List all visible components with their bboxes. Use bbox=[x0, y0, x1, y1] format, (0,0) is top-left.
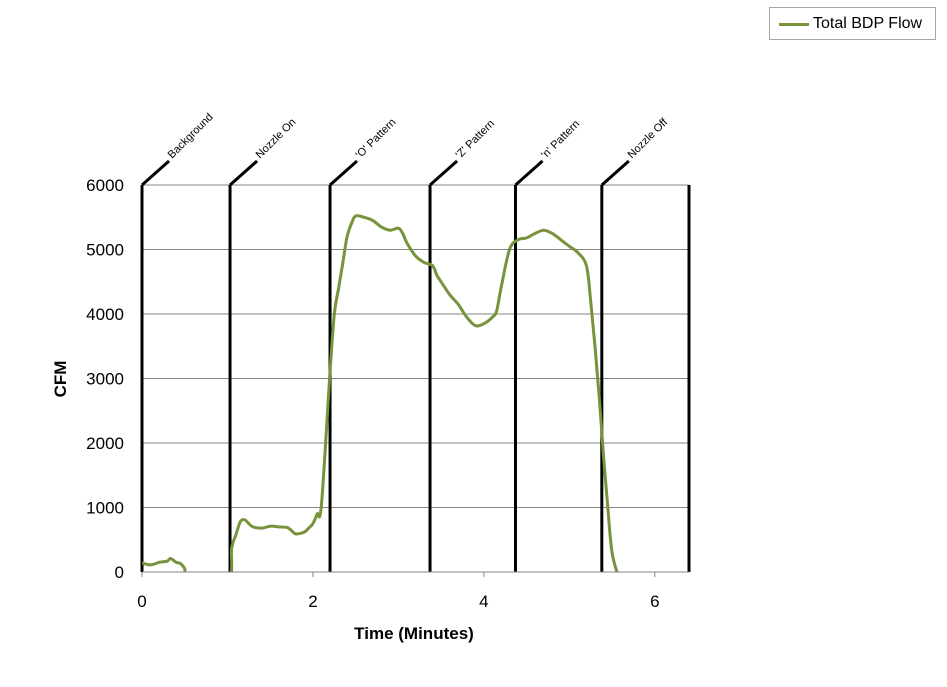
event-marker-leader-2 bbox=[329, 159, 359, 187]
y-tick-label-6000: 6000 bbox=[86, 176, 124, 195]
x-tick-label-4: 4 bbox=[479, 592, 488, 611]
event-marker-label-4: 'n' Pattern bbox=[539, 118, 582, 161]
axes bbox=[141, 571, 689, 577]
x-axis-title: Time (Minutes) bbox=[354, 624, 474, 643]
legend: Total BDP Flow bbox=[769, 7, 936, 40]
legend-label: Total BDP Flow bbox=[813, 15, 923, 32]
event-marker-label-3: 'Z' Pattern bbox=[454, 118, 497, 161]
gridlines bbox=[142, 184, 689, 508]
event-marker-label-2: 'O' Pattern bbox=[354, 116, 399, 161]
event-marker-label-1: Nozzle On bbox=[254, 116, 299, 161]
y-tick-label-5000: 5000 bbox=[86, 241, 124, 260]
x-tick-label-2: 2 bbox=[308, 592, 317, 611]
event-marker-label-5: Nozzle Off bbox=[625, 116, 670, 161]
y-tick-label-4000: 4000 bbox=[86, 305, 124, 324]
legend-swatch bbox=[779, 23, 809, 26]
event-marker-leader-1 bbox=[229, 159, 259, 187]
y-axis-title: CFM bbox=[51, 361, 70, 398]
event-marker-leader-5 bbox=[600, 159, 630, 187]
x-tick-label-0: 0 bbox=[137, 592, 146, 611]
event-marker-leader-3 bbox=[429, 159, 459, 187]
series-layer bbox=[142, 214, 619, 572]
event-marker-leader-4 bbox=[514, 159, 544, 187]
y-tick-label-2000: 2000 bbox=[86, 434, 124, 453]
y-tick-label-3000: 3000 bbox=[86, 370, 124, 389]
y-tick-label-1000: 1000 bbox=[86, 499, 124, 518]
series-line-0 bbox=[142, 214, 619, 572]
y-tick-label-0: 0 bbox=[115, 563, 124, 582]
x-tick-label-6: 6 bbox=[650, 592, 659, 611]
event-marker-leader-0 bbox=[141, 159, 170, 187]
tick-labels: 0 1000 2000 3000 4000 5000 6000 0 2 4 6 bbox=[86, 176, 659, 611]
event-marker-label-0: Background bbox=[166, 111, 216, 161]
